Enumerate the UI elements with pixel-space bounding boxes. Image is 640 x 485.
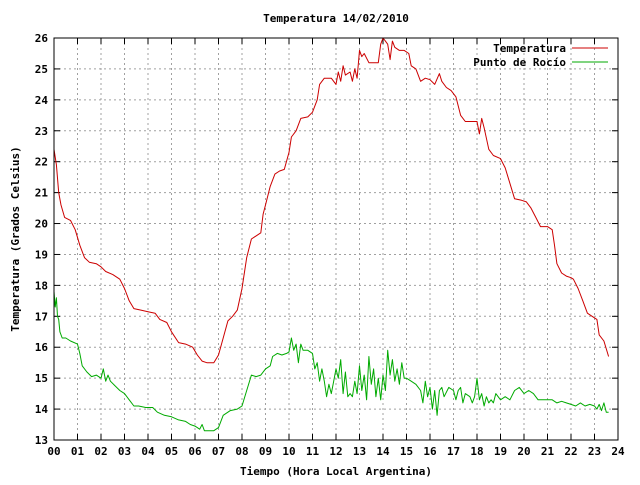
x-tick-label: 17 <box>447 445 460 458</box>
x-tick-label: 19 <box>494 445 507 458</box>
y-tick-label: 21 <box>35 187 49 200</box>
x-tick-label: 13 <box>353 445 366 458</box>
chart-legend: Temperatura Punto de Rocío <box>473 42 608 69</box>
y-tick-label: 25 <box>35 63 48 76</box>
x-tick-label: 10 <box>282 445 295 458</box>
x-tick-label: 18 <box>470 445 483 458</box>
x-tick-label: 21 <box>541 445 555 458</box>
punto-de-rocio-series-line <box>53 291 609 432</box>
x-tick-label: 11 <box>306 445 320 458</box>
x-tick-label: 07 <box>212 445 225 458</box>
x-axis-label: Tiempo (Hora Local Argentina) <box>240 465 432 478</box>
x-tick-label: 20 <box>517 445 530 458</box>
x-tick-label: 16 <box>423 445 437 458</box>
legend-label-temperatura: Temperatura <box>493 42 566 55</box>
legend-label-punto-de-rocio: Punto de Rocío <box>473 56 566 69</box>
x-tick-label: 01 <box>71 445 85 458</box>
x-tick-label: 23 <box>588 445 601 458</box>
y-tick-label: 13 <box>35 434 48 447</box>
plot-frame <box>53 37 619 441</box>
chart-title: Temperatura 14/02/2010 <box>263 12 409 25</box>
axis-ticks: 00 01 02 03 04 05 06 07 08 09 10 11 12 13 14 15 16 17 18 19… <box>35 32 625 458</box>
y-tick-label: 20 <box>35 218 48 231</box>
x-tick-label: 03 <box>118 445 131 458</box>
y-tick-label: 19 <box>35 248 48 261</box>
grid-lines <box>54 38 618 440</box>
x-tick-label: 12 <box>329 445 342 458</box>
series-lines <box>53 37 610 432</box>
x-tick-label: 04 <box>141 445 155 458</box>
x-tick-label: 08 <box>235 445 248 458</box>
y-tick-label: 18 <box>35 279 48 292</box>
y-tick-label: 14 <box>35 403 49 416</box>
x-tick-label: 24 <box>611 445 625 458</box>
y-tick-label: 16 <box>35 341 49 354</box>
y-tick-label: 24 <box>35 94 49 107</box>
x-tick-label: 22 <box>564 445 577 458</box>
y-tick-label: 22 <box>35 156 48 169</box>
x-tick-label: 02 <box>94 445 107 458</box>
temperatura-series-line <box>53 37 610 364</box>
x-tick-label: 00 <box>47 445 60 458</box>
y-tick-label: 17 <box>35 310 48 323</box>
x-tick-label: 14 <box>376 445 390 458</box>
y-tick-label: 15 <box>35 372 48 385</box>
y-tick-label: 23 <box>35 125 48 138</box>
x-tick-label: 09 <box>259 445 272 458</box>
y-tick-label: 26 <box>35 32 49 45</box>
x-tick-label: 06 <box>188 445 202 458</box>
y-axis-label: Temperatura (Grados Celsius) <box>9 146 22 331</box>
x-tick-label: 05 <box>165 445 178 458</box>
x-tick-label: 15 <box>400 445 413 458</box>
